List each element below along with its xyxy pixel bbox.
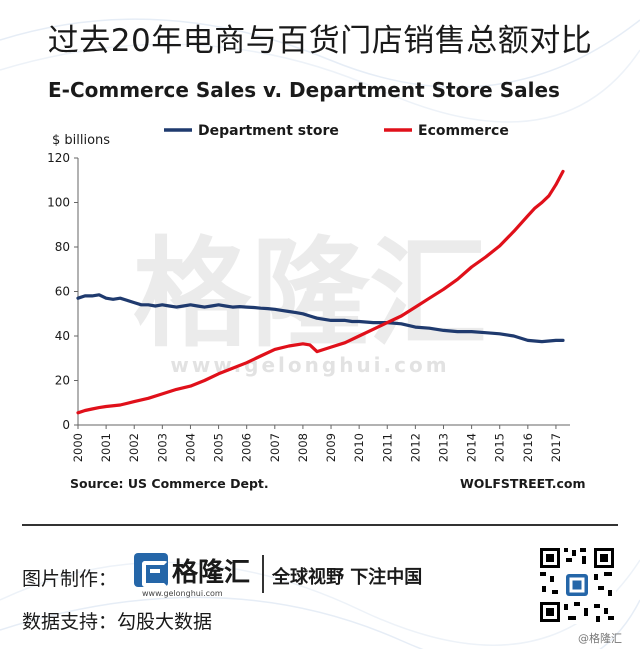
y-tick-label: 100 [47, 196, 70, 210]
x-tick-label: 2007 [268, 433, 282, 462]
data-support-label: 数据支持： [22, 611, 118, 633]
x-tick-label: 2014 [465, 433, 479, 462]
x-tick-label: 2011 [380, 433, 394, 462]
corner-watermark: @格隆汇 [578, 632, 622, 645]
series-line-ecommerce [76, 169, 565, 415]
brand-logo-icon [134, 553, 168, 587]
series-line-department-store [76, 293, 565, 344]
x-tick-label: 2016 [521, 433, 535, 462]
watermark-text: 格隆汇 [133, 225, 487, 363]
made-by-label: 图片制作： [22, 568, 118, 590]
y-tick-label: 0 [62, 418, 70, 432]
brand-name: 格隆汇 [172, 558, 251, 588]
x-tick-label: 2015 [493, 433, 507, 462]
y-tick-label: 60 [55, 285, 70, 299]
x-tick-label: 2004 [183, 433, 197, 462]
line-chart: 格隆汇 www.gelonghui.com 0 20 40 60 80 100 120 $ b… [47, 123, 570, 462]
brand-url: www.gelonghui.com [142, 589, 223, 598]
legend-label: Ecommerce [418, 123, 509, 139]
x-tick-label: 2006 [240, 433, 254, 462]
y-tick-label: 40 [55, 329, 70, 343]
x-tick-label: 2002 [127, 433, 141, 462]
watermark-url: www.gelonghui.com [170, 353, 449, 377]
y-tick-label: 120 [47, 151, 70, 165]
x-tick-label: 2013 [436, 433, 450, 462]
brand-slogan: 全球视野 下注中国 [272, 567, 423, 588]
y-tick-label: 20 [55, 374, 70, 388]
chart-source: Source: US Commerce Dept. [70, 476, 269, 491]
x-tick-label: 2010 [352, 433, 366, 462]
x-tick-label: 2001 [99, 433, 113, 462]
y-tick-label: 80 [55, 240, 70, 254]
qr-code-icon [538, 546, 616, 624]
brand-separator [262, 555, 264, 593]
footer-divider [22, 524, 618, 526]
x-tick-label: 2000 [71, 433, 85, 462]
chart-title: E-Commerce Sales v. Department Store Sal… [48, 78, 560, 102]
page-headline: 过去20年电商与百货门店销售总额对比 [47, 22, 593, 59]
chart-credit: WOLFSTREET.com [460, 476, 586, 491]
x-tick-label: 2003 [155, 433, 169, 462]
x-tick-label: 2008 [296, 433, 310, 462]
x-tick-label: 2005 [212, 433, 226, 462]
x-tick-label: 2012 [408, 433, 422, 462]
x-tick-label: 2017 [549, 433, 563, 462]
legend-label: Department store [198, 123, 339, 139]
watermark: 格隆汇 www.gelonghui.com [133, 225, 487, 377]
y-axis-label: $ billions [52, 133, 110, 148]
data-support-value: 勾股大数据 [117, 611, 213, 633]
x-tick-label: 2009 [324, 433, 338, 462]
data-support-line: 数据支持：勾股大数据 [22, 607, 212, 634]
